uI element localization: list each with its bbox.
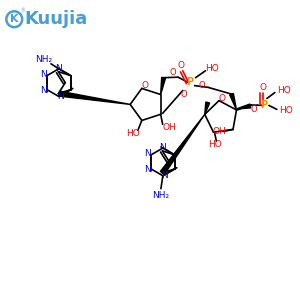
Text: OH: OH [212, 127, 226, 136]
Text: N: N [55, 64, 62, 73]
Text: ®: ® [20, 9, 25, 14]
Text: HO: HO [279, 106, 292, 115]
Text: N: N [57, 92, 64, 101]
Text: HO: HO [277, 86, 291, 95]
Text: N: N [40, 70, 47, 79]
Text: O: O [177, 61, 184, 70]
Text: N: N [159, 143, 166, 152]
Polygon shape [230, 94, 236, 110]
Text: O: O [251, 105, 257, 114]
Polygon shape [236, 104, 251, 109]
Text: N: N [40, 86, 47, 95]
Text: O: O [199, 81, 206, 90]
Text: OH: OH [163, 123, 176, 132]
Text: HO: HO [126, 129, 140, 138]
Text: N: N [161, 171, 168, 180]
Polygon shape [59, 91, 130, 104]
Text: P: P [260, 100, 268, 110]
Text: K: K [10, 14, 19, 24]
Polygon shape [161, 77, 166, 94]
Text: HO: HO [208, 140, 222, 148]
Polygon shape [160, 114, 205, 174]
Text: N: N [145, 149, 151, 158]
Text: N: N [145, 165, 151, 174]
Text: O: O [141, 81, 148, 90]
Text: P: P [186, 76, 193, 87]
Text: O: O [170, 68, 176, 77]
Polygon shape [205, 102, 210, 114]
Text: HO: HO [206, 64, 219, 73]
Text: O: O [260, 83, 266, 92]
Text: O: O [180, 90, 187, 99]
Text: NH₂: NH₂ [152, 191, 170, 200]
Text: NH₂: NH₂ [35, 55, 52, 64]
Text: Kuujia: Kuujia [24, 10, 88, 28]
Text: O: O [218, 94, 226, 103]
